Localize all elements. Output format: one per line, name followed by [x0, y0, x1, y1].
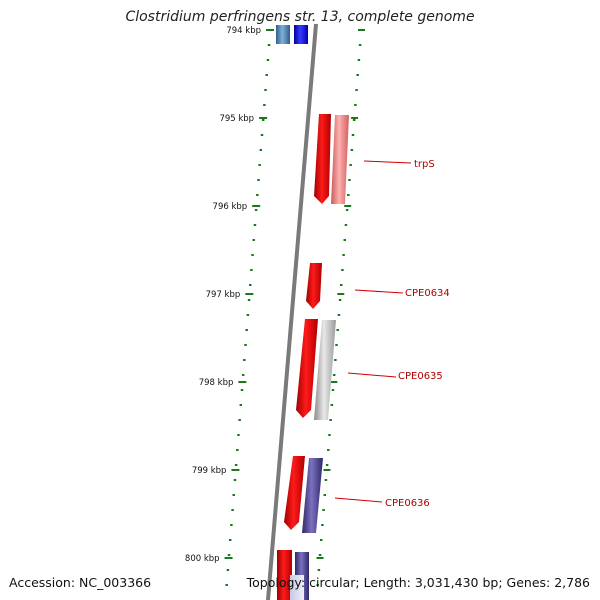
scale-ticks: 794 kbp 795 kbp 796 kbp 797 kbp 798 kbp 799 k… — [185, 26, 365, 564]
gene-label-line — [347, 372, 397, 378]
gene-block[interactable] — [294, 25, 308, 44]
gene-arrow-CPE0636[interactable] — [284, 456, 305, 530]
gene-label-line — [354, 289, 404, 294]
gene-label-line — [334, 497, 383, 503]
scale-tick-label: 795 kbp — [219, 114, 254, 124]
gene-label: CPE0635 — [398, 371, 443, 382]
gene-block[interactable] — [277, 550, 292, 600]
topology-text: Topology: circular; Length: 3,031,430 bp… — [246, 575, 590, 590]
tick-track-right — [316, 44, 362, 586]
gene-arrow-CPE0635[interactable] — [296, 319, 318, 418]
gene-label: CPE0636 — [385, 498, 430, 509]
scale-tick-label: 800 kbp — [185, 554, 220, 564]
gene-block[interactable] — [331, 115, 349, 204]
scale-tick-label: 798 kbp — [199, 378, 234, 388]
gene-block[interactable] — [290, 575, 304, 600]
gene-arrow-CPE0634[interactable] — [306, 263, 322, 309]
gene-block[interactable] — [302, 458, 323, 533]
scale-tick-label: 799 kbp — [192, 466, 227, 476]
gene-label-line — [363, 160, 412, 164]
scale-tick-label: 797 kbp — [206, 290, 241, 300]
accession-text: Accession: NC_003366 — [9, 575, 152, 590]
gene-label: CPE0634 — [405, 288, 450, 299]
tick-track-left — [225, 44, 271, 586]
map-title: Clostridium perfringens str. 13, complet… — [125, 9, 475, 25]
genome-backbone — [266, 23, 318, 600]
gene-arrow-trpS[interactable] — [314, 114, 331, 204]
gene-label: trpS — [414, 159, 435, 170]
gene-block[interactable] — [276, 25, 290, 44]
gene-block[interactable] — [314, 320, 336, 420]
scale-tick-label: 794 kbp — [226, 26, 261, 36]
scale-tick-label: 796 kbp — [213, 202, 248, 212]
